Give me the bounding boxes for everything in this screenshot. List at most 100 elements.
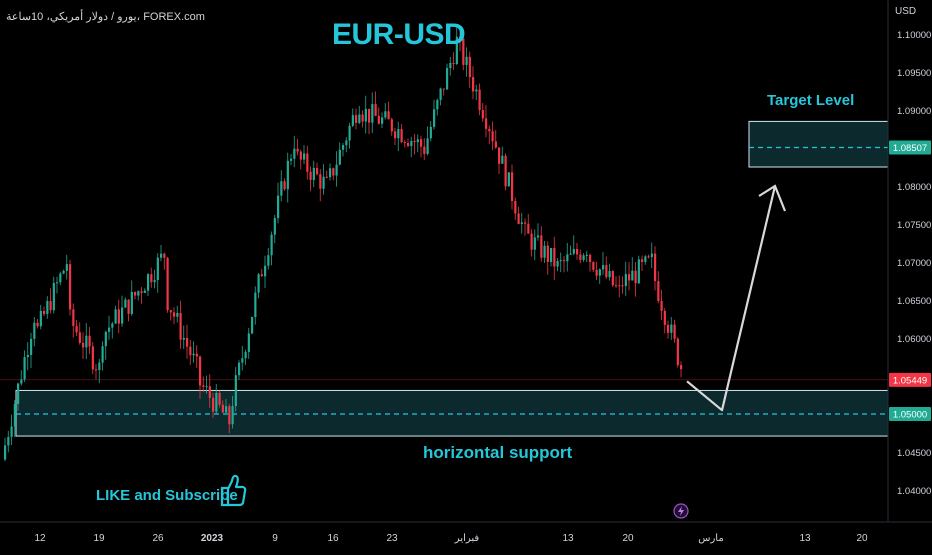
candle-body [517, 213, 520, 225]
candle-body [166, 257, 169, 311]
candle-body [592, 262, 595, 270]
candle-body [498, 147, 501, 164]
support-zone [15, 389, 889, 437]
candle-body [559, 260, 562, 262]
candle-body [332, 168, 335, 176]
candle-body [173, 312, 176, 317]
candle-body [199, 356, 202, 386]
candle-body [569, 253, 572, 255]
candle-body [7, 436, 10, 446]
candle-body [36, 322, 39, 327]
candle-body [335, 164, 338, 176]
candle-body [69, 264, 72, 310]
candle-body [338, 149, 341, 165]
x-tick-label: 13 [562, 533, 574, 544]
candle-body [611, 271, 614, 286]
price-tag: 1.05449 [889, 372, 931, 387]
candle-body [390, 119, 393, 132]
candle-body [186, 338, 189, 347]
y-tick-label: 1.04000 [897, 486, 931, 497]
candle-body [348, 125, 351, 141]
candle-body [563, 260, 566, 262]
candle-body [62, 270, 65, 274]
x-tick-label: فبراير [454, 533, 480, 544]
candle-body [631, 270, 634, 281]
candle-body [329, 168, 332, 178]
candle-body [75, 325, 78, 333]
candle-body [572, 248, 575, 254]
candle-body [160, 253, 163, 258]
candle-body [277, 195, 280, 219]
candle-body [475, 89, 478, 92]
candle-body [579, 254, 582, 260]
candle-body [140, 291, 143, 293]
candle-body [553, 248, 556, 267]
candle-body [20, 379, 23, 384]
candle-body [85, 335, 88, 348]
candle-body [524, 222, 527, 224]
candle-body [598, 269, 601, 276]
candle-body [228, 406, 231, 425]
candle-body [644, 256, 647, 262]
candle-body [546, 245, 549, 263]
candle-body [459, 36, 462, 39]
candle-body [371, 104, 374, 123]
candle-body [4, 445, 7, 460]
candle-body [202, 385, 205, 387]
candle-body [514, 201, 517, 214]
candle-body [231, 406, 234, 425]
candle-body [488, 128, 491, 132]
candle-body [452, 62, 455, 64]
candle-body [52, 283, 55, 311]
symbol-info[interactable]: يورو / دولار أمريكي، 10ساعة، FOREX.com [6, 11, 205, 23]
candle-body [650, 253, 653, 257]
candle-body [442, 88, 445, 90]
candle-body [312, 167, 315, 180]
candle-body [628, 274, 631, 281]
candle-body [494, 141, 497, 148]
candle-body [163, 253, 166, 258]
candle-body [254, 292, 257, 318]
candle-body [78, 332, 81, 343]
candle-body [416, 139, 419, 143]
y-tick-label: 1.06000 [897, 334, 931, 345]
candle-body [342, 145, 345, 150]
candle-body [215, 392, 218, 412]
candle-body [663, 310, 666, 325]
candle-body [351, 115, 354, 126]
candle-body [511, 172, 514, 202]
candle-body [429, 126, 432, 139]
price-tag-bg [889, 372, 931, 387]
x-tick-label: 23 [386, 533, 398, 544]
candle-body [446, 68, 449, 90]
price-tag-label: 1.05449 [893, 375, 927, 386]
candle-body [455, 36, 458, 64]
candle-body [361, 114, 364, 122]
candle-body [117, 309, 120, 324]
candle-body [608, 271, 611, 278]
price-tag-label: 1.08507 [893, 143, 927, 154]
candle-body [23, 357, 26, 380]
candle-body [137, 291, 140, 296]
candle-body [212, 397, 215, 412]
candle-body [147, 274, 150, 291]
thumbs-up-icon [220, 474, 247, 507]
candle-body [556, 260, 559, 267]
candle-body [413, 141, 416, 143]
candle-body [98, 362, 101, 371]
zones [0, 120, 889, 437]
candle-body [407, 142, 410, 147]
y-tick-label: 1.04500 [897, 448, 931, 459]
candle-body [368, 108, 371, 123]
candle-body [108, 327, 111, 332]
x-tick-label: 12 [34, 533, 46, 544]
candle-body [433, 109, 436, 127]
candle-body [30, 338, 33, 356]
y-tick-label: 1.08000 [897, 182, 931, 193]
x-tick-label: 16 [327, 533, 339, 544]
candle-body [345, 140, 348, 146]
lightning-icon[interactable] [673, 503, 689, 519]
x-tick-label: 2023 [201, 533, 224, 544]
